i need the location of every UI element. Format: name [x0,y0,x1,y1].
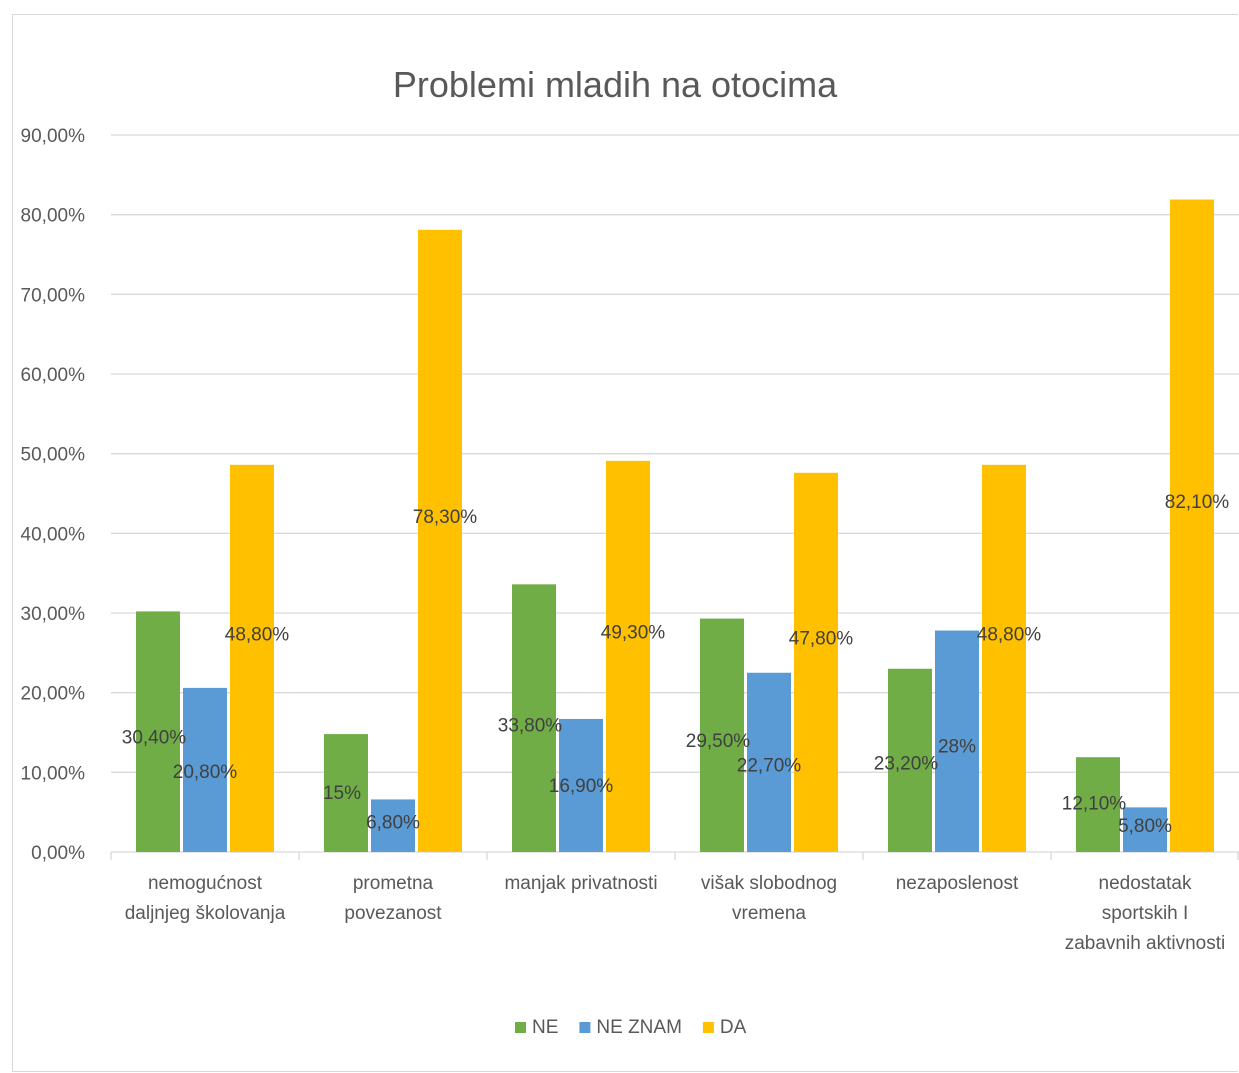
bar-ne-znam [183,687,227,852]
data-label: 78,30% [413,507,478,528]
bar-ne-znam [935,630,979,852]
data-label: 30,40% [122,728,187,749]
data-label: 12,10% [1062,793,1127,814]
category-label: nedostatak [1099,873,1192,894]
legend-swatch [702,1022,714,1033]
y-tick-label: 20,00% [21,684,86,705]
legend-label: NE ZNAM [596,1017,682,1038]
data-label: 48,80% [225,624,290,645]
legend-swatch [579,1022,591,1033]
y-tick-label: 50,00% [21,445,86,466]
data-label: 48,80% [977,624,1042,645]
category-label: nezaposlenost [896,873,1019,894]
data-label: 33,80% [498,716,563,737]
data-labels: 30,40% 20,80% 48,80% 15%6,80% 78,30% 33,80% 16… [122,492,1230,837]
bar-da [230,464,274,852]
y-tick-label: 40,00% [21,524,86,545]
legend-label: DA [720,1017,747,1038]
y-tick-label: 70,00% [21,285,86,306]
bar-ne-znam [371,799,415,852]
bar-ne [136,611,180,852]
y-tick-label: 60,00% [21,365,86,386]
category-label: nemogućnost [148,873,263,894]
chart-area: Problemi mladih na otocima 0,00% 10,00% 20… [12,14,1239,1072]
bar-ne-znam [1123,807,1167,852]
y-tick-label: 80,00% [21,206,86,227]
bars [136,199,1214,852]
data-label: 82,10% [1165,492,1230,513]
bar-ne [700,618,744,852]
data-label: 49,30% [601,622,666,643]
data-label: 29,50% [686,731,751,752]
bar-ne-znam [747,672,791,852]
bar-da [982,464,1026,852]
data-label: 20,80% [173,762,238,783]
y-tick-label: 0,00% [31,843,85,864]
data-label: 28% [938,736,976,757]
data-label: 47,80% [789,628,854,649]
bar-chart: Problemi mladih na otocima 0,00% 10,00% 20… [21,64,1239,1038]
y-tick-label: 90,00% [21,126,86,147]
y-axis-ticks: 0,00% 10,00% 20,00% 30,00% 40,00% 50,00% 60,00… [21,126,86,864]
category-label: vremena [732,903,806,924]
data-label: 23,20% [874,754,939,775]
bar-da [794,472,838,852]
category-label: prometna [353,873,434,894]
data-label: 22,70% [737,755,802,776]
bar-ne [888,668,932,852]
category-label: manjak privatnosti [504,873,657,894]
gridlines [110,134,1239,860]
y-tick-label: 10,00% [21,763,86,784]
bar-ne [512,584,556,852]
bar-da [418,229,462,852]
bar-da [1170,199,1214,852]
bar-ne [1076,757,1120,852]
category-label: povezanost [344,903,442,924]
y-tick-label: 30,00% [21,604,86,625]
category-label: višak slobodnog [701,873,837,894]
x-axis-categories: nemogućnost daljnjeg školovanja prometna po… [125,873,1226,954]
category-label: zabavnih aktivnosti [1065,933,1226,954]
legend: NE NE ZNAM DA [515,1017,747,1038]
data-label: 6,80% [366,812,420,833]
bar-ne [324,734,368,852]
chart-title: Problemi mladih na otocima [393,64,838,105]
data-label: 16,90% [549,776,614,797]
legend-swatch [515,1022,526,1033]
data-label: 5,80% [1118,816,1172,837]
category-label: daljnjeg školovanja [125,903,286,924]
data-label: 15% [323,783,361,804]
category-label: sportskih I [1102,903,1189,924]
bar-da [606,460,650,852]
bar-ne-znam [559,718,603,852]
legend-label: NE [532,1017,558,1038]
